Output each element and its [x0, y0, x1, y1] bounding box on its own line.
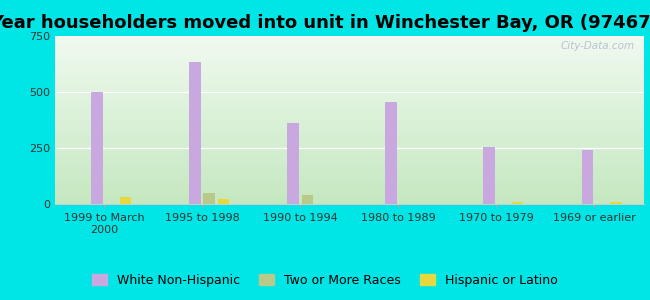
- Bar: [385, 102, 397, 204]
- Text: City-Data.com: City-Data.com: [560, 41, 634, 51]
- Bar: [484, 147, 495, 204]
- Bar: [189, 62, 201, 204]
- Bar: [302, 195, 313, 204]
- Bar: [218, 199, 229, 204]
- Bar: [120, 197, 131, 204]
- Bar: [610, 202, 621, 204]
- Bar: [92, 92, 103, 204]
- Text: Year householders moved into unit in Winchester Bay, OR (97467): Year householders moved into unit in Win…: [0, 14, 650, 32]
- Bar: [512, 202, 523, 204]
- Bar: [287, 123, 299, 204]
- Bar: [582, 150, 593, 204]
- Legend: White Non-Hispanic, Two or More Races, Hispanic or Latino: White Non-Hispanic, Two or More Races, H…: [88, 270, 562, 291]
- Bar: [203, 193, 215, 204]
